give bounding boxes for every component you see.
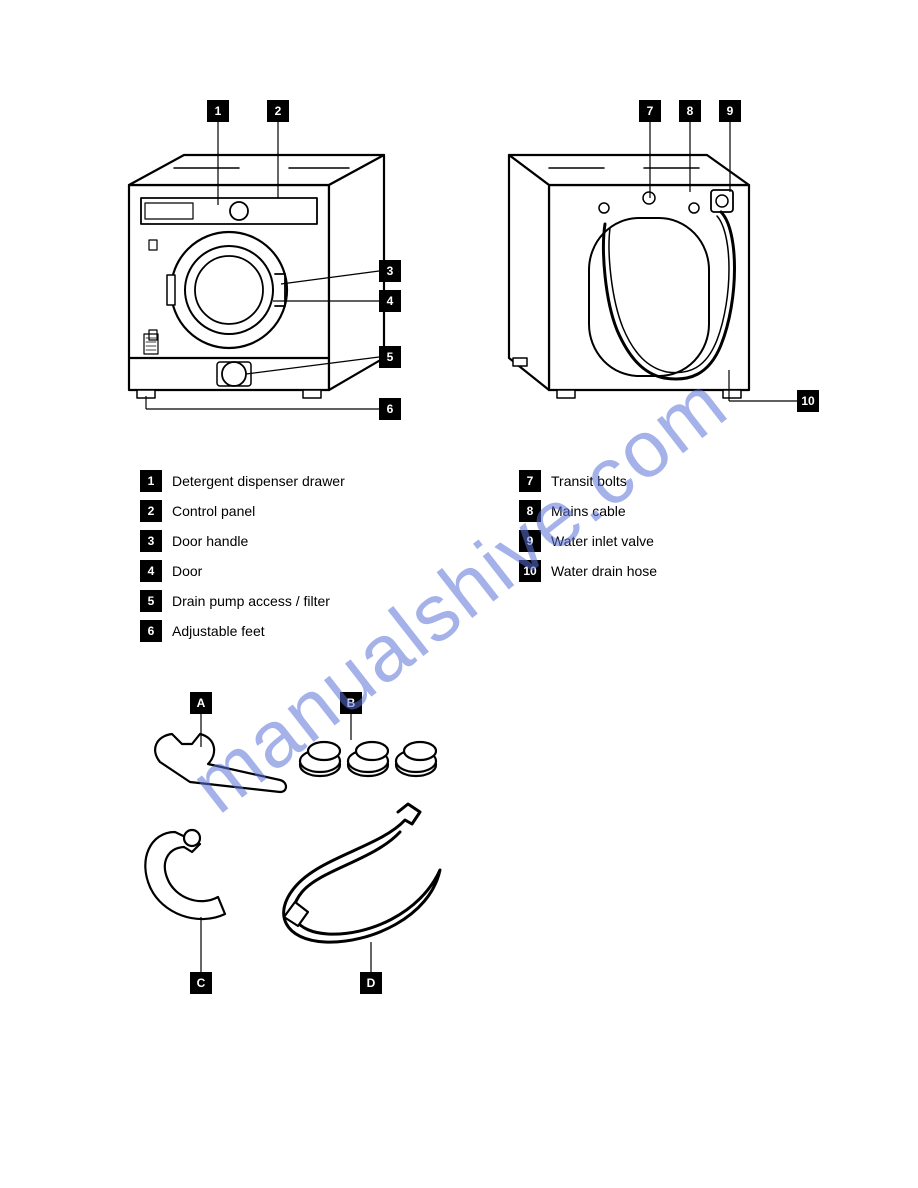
accessories-svg bbox=[120, 692, 500, 1012]
callout-label: 10 bbox=[801, 394, 814, 408]
callout-label: A bbox=[197, 696, 206, 710]
washer-rear-svg bbox=[489, 100, 829, 440]
callout-label: 1 bbox=[215, 104, 222, 118]
callout-label: 8 bbox=[687, 104, 694, 118]
legend-num: 10 bbox=[519, 560, 541, 582]
washer-front-svg bbox=[89, 100, 429, 440]
callout-10: 10 bbox=[797, 390, 819, 412]
legend-text: Door handle bbox=[172, 533, 248, 549]
accessories-diagram: A B C D bbox=[120, 692, 500, 1012]
front-view-diagram: 1 2 3 4 5 6 bbox=[89, 100, 429, 440]
callout-c: C bbox=[190, 972, 212, 994]
callout-9: 9 bbox=[719, 100, 741, 122]
legend-text: Door bbox=[172, 563, 202, 579]
legend-text: Transit bolts bbox=[551, 473, 627, 489]
legend-item: 2 Control panel bbox=[140, 500, 459, 522]
callout-3: 3 bbox=[379, 260, 401, 282]
callout-a: A bbox=[190, 692, 212, 714]
legend-item: 5 Drain pump access / filter bbox=[140, 590, 459, 612]
legend-text: Mains cable bbox=[551, 503, 626, 519]
callout-1: 1 bbox=[207, 100, 229, 122]
legend-item: 10 Water drain hose bbox=[519, 560, 838, 582]
legend-num: 3 bbox=[140, 530, 162, 552]
callout-label: 2 bbox=[275, 104, 282, 118]
legend-text: Water inlet valve bbox=[551, 533, 654, 549]
rear-view-diagram: 7 8 9 10 bbox=[489, 100, 829, 440]
callout-label: 9 bbox=[727, 104, 734, 118]
legend-item: 1 Detergent dispenser drawer bbox=[140, 470, 459, 492]
legend-text: Detergent dispenser drawer bbox=[172, 473, 345, 489]
rear-legend: 7 Transit bolts 8 Mains cable 9 Water inlet… bbox=[519, 470, 838, 642]
legend-text: Drain pump access / filter bbox=[172, 593, 330, 609]
legend-item: 7 Transit bolts bbox=[519, 470, 838, 492]
callout-label: 7 bbox=[647, 104, 654, 118]
callout-label: B bbox=[347, 696, 356, 710]
legend-num: 8 bbox=[519, 500, 541, 522]
legend-item: 4 Door bbox=[140, 560, 459, 582]
callout-label: 3 bbox=[387, 264, 394, 278]
legend-item: 3 Door handle bbox=[140, 530, 459, 552]
callout-4: 4 bbox=[379, 290, 401, 312]
callout-label: 4 bbox=[387, 294, 394, 308]
callout-d: D bbox=[360, 972, 382, 994]
callout-label: 6 bbox=[387, 402, 394, 416]
legend-text: Control panel bbox=[172, 503, 255, 519]
legend-item: 6 Adjustable feet bbox=[140, 620, 459, 642]
legend-text: Water drain hose bbox=[551, 563, 657, 579]
callout-b: B bbox=[340, 692, 362, 714]
callout-2: 2 bbox=[267, 100, 289, 122]
front-legend: 1 Detergent dispenser drawer 2 Control pan… bbox=[140, 470, 459, 642]
legend-item: 8 Mains cable bbox=[519, 500, 838, 522]
callout-label: C bbox=[197, 976, 206, 990]
legend-num: 6 bbox=[140, 620, 162, 642]
legend-text: Adjustable feet bbox=[172, 623, 265, 639]
callout-7: 7 bbox=[639, 100, 661, 122]
callout-5: 5 bbox=[379, 346, 401, 368]
callout-8: 8 bbox=[679, 100, 701, 122]
callout-label: D bbox=[367, 976, 376, 990]
legend-num: 4 bbox=[140, 560, 162, 582]
callout-6: 6 bbox=[379, 398, 401, 420]
legend-num: 9 bbox=[519, 530, 541, 552]
legend-item: 9 Water inlet valve bbox=[519, 530, 838, 552]
callout-label: 5 bbox=[387, 350, 394, 364]
legend-num: 1 bbox=[140, 470, 162, 492]
legend-num: 7 bbox=[519, 470, 541, 492]
accessories-section: A B C D bbox=[80, 692, 838, 1012]
legend-num: 2 bbox=[140, 500, 162, 522]
legend-num: 5 bbox=[140, 590, 162, 612]
